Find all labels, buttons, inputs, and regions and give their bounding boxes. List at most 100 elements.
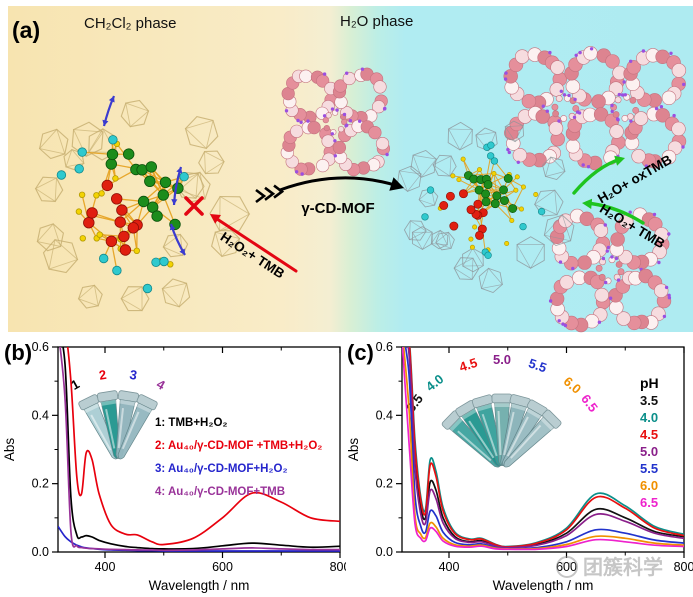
- gold-atom-red: [116, 204, 128, 216]
- mof-dopant-atom: [563, 323, 568, 328]
- gold-nanocluster: [34, 99, 251, 312]
- tube-highlight: [105, 409, 116, 449]
- mof-atom: [653, 283, 669, 298]
- mof-dopant-atom: [300, 172, 304, 176]
- ligand-cage-inner: [412, 154, 437, 178]
- y-tick-label: 0.0: [32, 545, 49, 559]
- mof-dopant-atom: [306, 119, 310, 123]
- mof-atom: [565, 139, 581, 154]
- mof-atom: [629, 96, 637, 104]
- mof-atom: [559, 275, 574, 290]
- mof-atom: [322, 117, 329, 124]
- substrate-arrow: [585, 201, 645, 225]
- mof-dopant-atom: [358, 119, 362, 123]
- mof-dopant-atom: [330, 107, 335, 111]
- gold-atom-red: [127, 222, 140, 234]
- x-axis-title: Wavelength / nm: [493, 578, 594, 593]
- ligand-cage-inner: [38, 128, 66, 155]
- watermark: 团簇科学: [556, 555, 663, 579]
- gold-atom-green: [144, 175, 156, 188]
- legend-entry: 5.0: [640, 444, 658, 459]
- tube-rim: [84, 402, 100, 414]
- mof-atom: [610, 232, 625, 247]
- mof-atom: [549, 82, 564, 97]
- ligand-cage-inner: [162, 233, 184, 257]
- tube-label: 4.5: [457, 355, 479, 375]
- tube-highlight: [506, 416, 529, 457]
- spectrum-curve: [404, 347, 684, 550]
- mof-dopant-atom: [578, 50, 582, 55]
- gold-atom-red: [111, 193, 123, 205]
- mof-dopant-atom: [572, 115, 577, 120]
- gold-atom-red: [114, 216, 126, 228]
- arrowhead: [389, 177, 404, 191]
- ligand-cage: [184, 115, 219, 150]
- mof-dopant-atom: [669, 51, 673, 55]
- ligand-cage-inner: [120, 286, 143, 312]
- gold-atom-green: [106, 148, 119, 161]
- silver-atom-cyan: [537, 207, 546, 216]
- spectrum-curve: [59, 347, 340, 552]
- spectra-curves: [402, 347, 684, 551]
- ligand-cage-inner: [214, 231, 241, 258]
- mof-dopant-atom: [382, 107, 387, 111]
- mof-atom: [671, 63, 687, 78]
- ligand-cage-inner: [72, 129, 104, 158]
- ligand-cage-inner: [447, 128, 473, 151]
- mof-atom: [321, 134, 335, 148]
- ligand-cage: [542, 156, 566, 181]
- mof-dopant-atom: [586, 165, 591, 169]
- tube-rim: [540, 417, 554, 431]
- mof-dopant-atom: [294, 170, 299, 174]
- chevron-mark: [264, 186, 276, 201]
- ligand-cage-inner: [480, 267, 504, 289]
- ligand-cage: [36, 223, 65, 252]
- mof-atom: [373, 80, 387, 94]
- mof-atom: [632, 107, 640, 114]
- mof-dopant-atom: [567, 93, 571, 98]
- sulfur-atom-yellow: [469, 244, 475, 250]
- ligand-cage: [475, 127, 498, 152]
- gold-nanocluster: [397, 120, 575, 294]
- mof-atom: [661, 90, 677, 106]
- ligand-cage-inner: [475, 131, 497, 152]
- legend-entry: 6.5: [640, 495, 658, 510]
- silver-atom-cyan: [519, 222, 527, 231]
- chevron-mark: [255, 188, 267, 204]
- sulfur-atom-yellow: [75, 208, 83, 215]
- mof-dopant-atom: [296, 118, 300, 123]
- mof-dopant-atom: [333, 154, 337, 158]
- tube-rim: [494, 403, 510, 407]
- mof-atom: [290, 124, 304, 138]
- ligand-cage-inner: [462, 247, 484, 267]
- sulfur-atom-yellow: [468, 236, 474, 242]
- mof-dopant-atom: [605, 249, 609, 253]
- spectrum-curve: [408, 347, 684, 548]
- sulfur-atom-yellow: [79, 235, 86, 242]
- mof-atom: [577, 255, 592, 270]
- ligand-cage: [453, 257, 480, 280]
- watermark-icon: [556, 556, 578, 578]
- sulfur-atom-yellow: [450, 173, 456, 179]
- sulfur-atom-yellow: [93, 192, 100, 199]
- mof-dopant-atom: [284, 109, 289, 113]
- ligand-cage: [120, 286, 150, 312]
- mof-atom: [609, 124, 624, 139]
- mof-dopant-atom: [604, 280, 608, 285]
- ligand-cage: [38, 128, 69, 160]
- tube-label: 5.5: [527, 355, 549, 375]
- sulfur-atom-yellow: [533, 191, 539, 197]
- tube-rim: [461, 408, 477, 420]
- mof-atom: [616, 311, 631, 326]
- mof-atom: [307, 120, 321, 135]
- x-tick-label: 400: [95, 560, 116, 574]
- gold-atom-green: [508, 204, 518, 213]
- gold-atom-green: [481, 189, 491, 199]
- mof-dopant-atom: [620, 93, 625, 97]
- mof-dopant-atom: [654, 106, 659, 111]
- ligand-cage-inner: [543, 214, 572, 242]
- ligand-cage-inner: [409, 220, 427, 241]
- mof-atom: [552, 110, 559, 118]
- legend: 1: TMB+H₂O₂ 2: Au₄₀/γ-CD-MOF +TMB+H₂O₂ 3: …: [155, 417, 322, 498]
